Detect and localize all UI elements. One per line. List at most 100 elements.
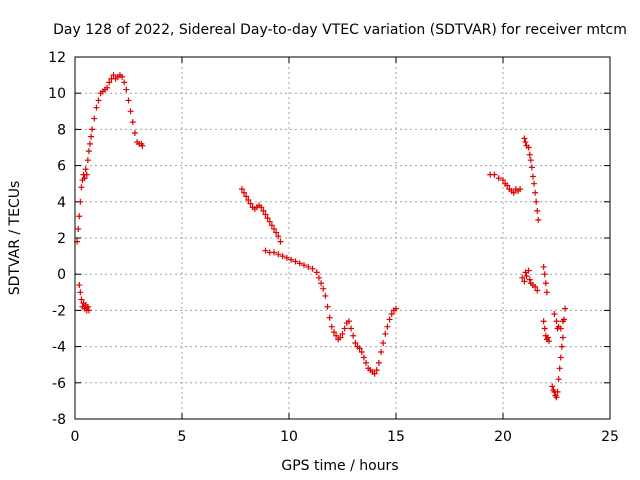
y-tick-label: 2 [57,231,66,247]
data-point [534,287,541,294]
data-point [521,278,528,285]
data-point [554,388,561,395]
data-point [78,184,85,191]
data-point [243,193,250,200]
data-point [93,104,100,111]
y-tick-label: -8 [52,412,66,428]
data-point [522,269,529,276]
data-point [504,182,511,189]
data-point [91,115,98,122]
data-point [247,200,254,207]
y-tick-label: -4 [52,340,66,356]
data-point [526,151,533,158]
data-point [540,318,547,325]
data-point [350,332,357,339]
data-point [523,273,530,280]
data-point [283,254,290,261]
data-point [83,171,90,178]
data-point [562,305,569,312]
data-point [75,225,82,232]
data-point [76,213,83,220]
data-point [522,139,529,146]
data-point [360,354,367,361]
data-point [525,267,532,274]
data-point [77,198,84,205]
data-point [279,253,286,260]
data-point [86,140,93,147]
data-point [315,274,322,281]
data-point [559,334,566,341]
data-point [510,189,517,196]
data-point [106,79,113,86]
data-point [77,289,84,296]
plot-frame [74,56,611,420]
y-tick-label: 4 [57,195,66,211]
data-point [330,329,337,336]
data-point [358,349,365,356]
y-tick-label: 10 [48,86,66,102]
data-point [541,271,548,278]
data-point [384,323,391,330]
data-point [333,332,340,339]
data-point [551,311,558,318]
data-points [74,72,569,401]
data-point [337,334,344,341]
data-point [549,383,556,390]
data-point [264,215,271,222]
data-point [529,173,536,180]
data-point [88,133,95,140]
data-point [528,164,535,171]
data-point [491,171,498,178]
data-point [517,186,524,193]
x-tick-label: 0 [71,429,80,445]
y-axis-title: SDTVAR / TECUs [7,181,23,296]
data-point [532,283,539,290]
data-point [388,311,395,318]
y-tick-labels: -8 -6 -4 -2 0 2 4 6 8 10 12 [48,50,66,428]
data-point [348,325,355,332]
data-point [85,148,92,155]
data-point [345,318,352,325]
data-point [119,73,126,80]
data-point [262,247,269,254]
data-point [534,207,541,214]
data-point [271,249,278,256]
y-tick-label: 8 [57,122,66,138]
data-point [557,354,564,361]
data-point [84,303,91,310]
data-point [386,316,393,323]
data-point [238,186,245,193]
data-point [382,330,389,337]
data-point [275,233,282,240]
data-point [110,72,117,79]
data-point [544,334,551,341]
data-point [526,276,533,283]
data-point [275,251,282,258]
data-point [378,349,385,356]
data-point [84,157,91,164]
data-point [521,135,528,142]
data-point [326,314,333,321]
data-point [300,262,307,269]
y-tick-label: 12 [48,50,66,66]
y-tick-label: 6 [57,159,66,175]
data-point [328,323,335,330]
x-tick-label: 25 [601,429,619,445]
data-point [324,303,331,310]
data-point [380,339,387,346]
data-point [318,280,325,287]
data-point [546,338,553,345]
data-point [266,218,273,225]
data-point [542,280,549,287]
data-point [292,258,299,265]
data-point [543,289,550,296]
data-point [541,325,548,332]
data-point [519,274,526,281]
data-point [245,196,252,203]
data-point [262,211,269,218]
x-axis-title: GPS time / hours [281,458,398,474]
data-point [525,144,532,151]
data-point [532,189,539,196]
data-point [373,367,380,374]
